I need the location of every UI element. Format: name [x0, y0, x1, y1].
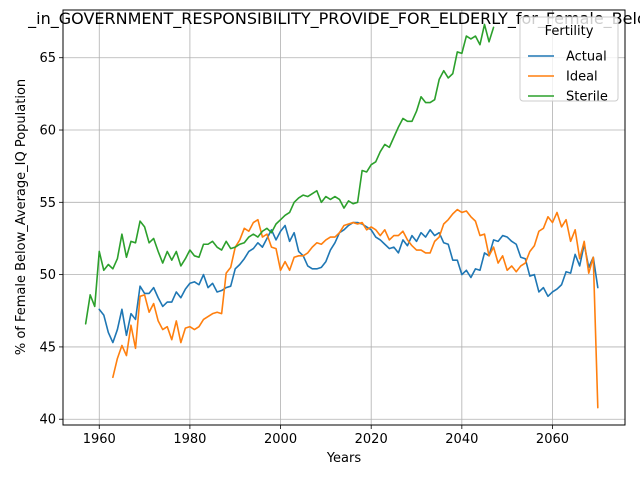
x-tick-label: 2000 [264, 432, 297, 447]
x-tick-label: 2060 [536, 432, 569, 447]
y-tick-label: 65 [39, 51, 56, 66]
legend-box [519, 16, 619, 102]
legend-label-ideal: Ideal [566, 70, 598, 85]
y-tick-label: 55 [39, 196, 56, 211]
legend-title: Fertility [545, 24, 594, 39]
y-tick-label: 50 [39, 268, 56, 283]
series-lines [84, 23, 599, 409]
series-line-ideal [112, 208, 599, 409]
y-tick-label: 45 [39, 340, 56, 355]
legend: Fertility Actual Ideal Sterile [519, 16, 619, 105]
axis-ticks: 1960 1980 2000 2020 2040 2060 40 45 50 55 60 65 [39, 51, 569, 447]
chart-title: _in_GOVERNMENT_RESPONSIBILITY_PROVIDE_FO… [27, 9, 640, 29]
series-line-actual [98, 221, 599, 344]
x-tick-label: 1980 [173, 432, 206, 447]
grid [63, 10, 625, 425]
x-tick-label: 1960 [83, 432, 116, 447]
series-line-sterile [84, 23, 495, 325]
legend-label-actual: Actual [566, 50, 607, 65]
y-tick-label: 60 [39, 124, 56, 139]
x-tick-label: 2020 [355, 432, 388, 447]
x-axis-label: Years [326, 451, 362, 466]
plot-frame [62, 9, 626, 426]
x-tick-label: 2040 [445, 432, 478, 447]
y-axis-label: % of Female Below_Average_IQ Population [14, 79, 29, 355]
legend-label-sterile: Sterile [566, 90, 608, 105]
y-tick-label: 40 [39, 413, 56, 428]
legend-entries: Actual Ideal Sterile [528, 50, 608, 105]
